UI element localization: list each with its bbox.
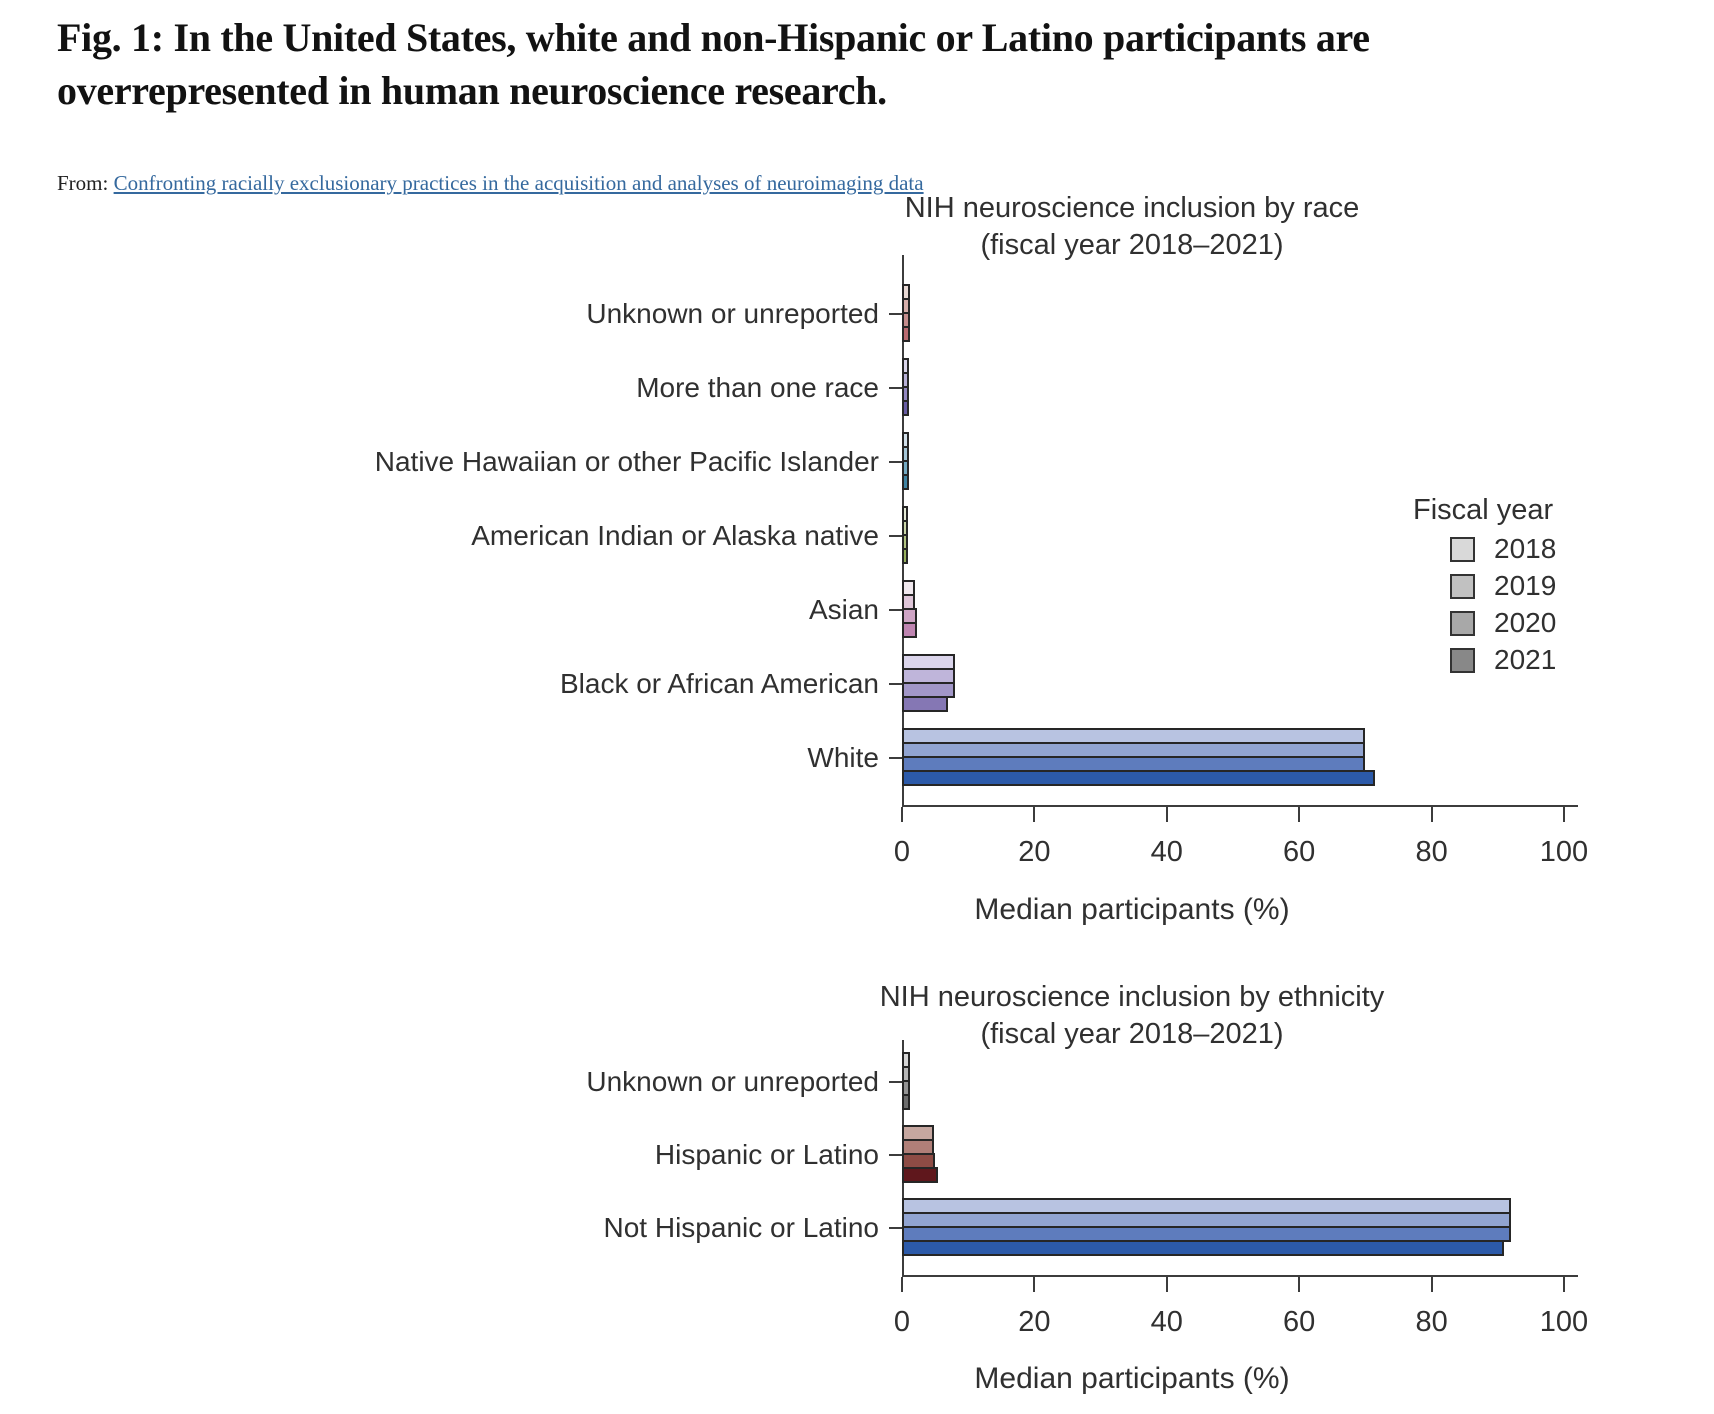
y-axis-tick [889, 757, 902, 759]
x-axis-tick-label: 20 [1018, 1306, 1051, 1338]
category-label: Unknown or unreported [586, 298, 879, 329]
x-axis-tick-label: 80 [1415, 1306, 1448, 1338]
bar-2021 [902, 622, 917, 638]
x-axis-tick-label: 80 [1415, 836, 1448, 868]
legend-label-2020: 2020 [1494, 607, 1557, 638]
x-axis-tick-label: 40 [1150, 836, 1183, 868]
x-axis-tick-label: 100 [1539, 836, 1589, 868]
y-axis-tick [889, 1227, 902, 1229]
x-axis-tick-label: 20 [1018, 836, 1051, 868]
x-axis-tick-label: 40 [1150, 1306, 1183, 1338]
legend-label-2021: 2021 [1494, 644, 1557, 675]
bar-2021 [902, 326, 910, 342]
x-axis-tick-label: 60 [1283, 1306, 1316, 1338]
legend-swatch-2018 [1450, 537, 1475, 562]
x-axis-line [902, 1275, 1578, 1277]
x-axis-label: Median participants (%) [974, 893, 1290, 926]
x-axis-tick [1165, 807, 1168, 822]
y-axis-tick [889, 387, 902, 389]
y-axis-tick [889, 535, 902, 537]
legend-title: Fiscal year [1413, 494, 1554, 526]
x-axis-tick [1430, 807, 1433, 822]
x-axis-tick-label: 0 [893, 836, 911, 868]
from-label: From: [57, 171, 109, 195]
x-axis-tick [1298, 807, 1301, 822]
y-axis-tick [889, 461, 902, 463]
legend-swatch-2021 [1450, 648, 1475, 673]
legend-label-2019: 2019 [1494, 570, 1557, 601]
bar-2021 [902, 770, 1376, 786]
x-axis-tick [901, 1277, 903, 1292]
bar-2021 [902, 400, 910, 416]
x-axis-tick-label: 100 [1539, 1306, 1589, 1338]
bar-2021 [902, 1167, 939, 1183]
bar-2021 [902, 696, 949, 712]
chart-subtitle: (fiscal year 2018–2021) [980, 1018, 1284, 1050]
x-axis-tick-label: 60 [1283, 836, 1316, 868]
x-axis-tick [1033, 807, 1036, 822]
bar-2021 [902, 1240, 1505, 1256]
y-axis-tick [889, 313, 902, 315]
legend-swatch-2020 [1450, 611, 1475, 636]
category-label: More than one race [636, 372, 879, 403]
x-axis-tick [1430, 1277, 1433, 1292]
chart-title: NIH neuroscience inclusion by ethnicity [879, 981, 1385, 1013]
x-axis-label: Median participants (%) [974, 1362, 1290, 1395]
category-label: Black or African American [559, 668, 879, 699]
category-label: Unknown or unreported [586, 1066, 879, 1097]
category-label: Hispanic or Latino [654, 1139, 879, 1170]
x-axis-tick [1563, 807, 1565, 822]
legend-swatch-2019 [1450, 574, 1475, 599]
category-label: Native Hawaiian or other Pacific Islande… [374, 446, 879, 477]
y-axis-tick [889, 1154, 902, 1156]
y-axis-tick [889, 683, 902, 685]
y-axis-tick [889, 1081, 902, 1083]
x-axis-tick-label: 0 [893, 1306, 911, 1338]
bar-2021 [902, 474, 909, 490]
x-axis-tick [901, 807, 903, 822]
figure-title: Fig. 1: In the United States, white and … [57, 15, 1370, 113]
bar-2021 [902, 1094, 910, 1110]
x-axis-line [902, 805, 1578, 807]
x-axis-tick [1033, 1277, 1036, 1292]
chart-subtitle: (fiscal year 2018–2021) [980, 229, 1284, 261]
x-axis-tick [1165, 1277, 1168, 1292]
category-label: White [807, 742, 879, 773]
y-axis-tick [889, 609, 902, 611]
category-label: Not Hispanic or Latino [603, 1212, 879, 1243]
source-link[interactable]: Confronting racially exclusionary practi… [113, 171, 924, 195]
category-label: Asian [808, 594, 879, 625]
source-line: From: Confronting racially exclusionary … [57, 171, 924, 196]
x-axis-tick [1563, 1277, 1565, 1292]
x-axis-tick [1298, 1277, 1301, 1292]
category-label: American Indian or Alaska native [471, 520, 879, 551]
bar-2021 [902, 548, 908, 564]
legend-label-2018: 2018 [1494, 533, 1557, 564]
chart-title: NIH neuroscience inclusion by race [904, 192, 1360, 224]
